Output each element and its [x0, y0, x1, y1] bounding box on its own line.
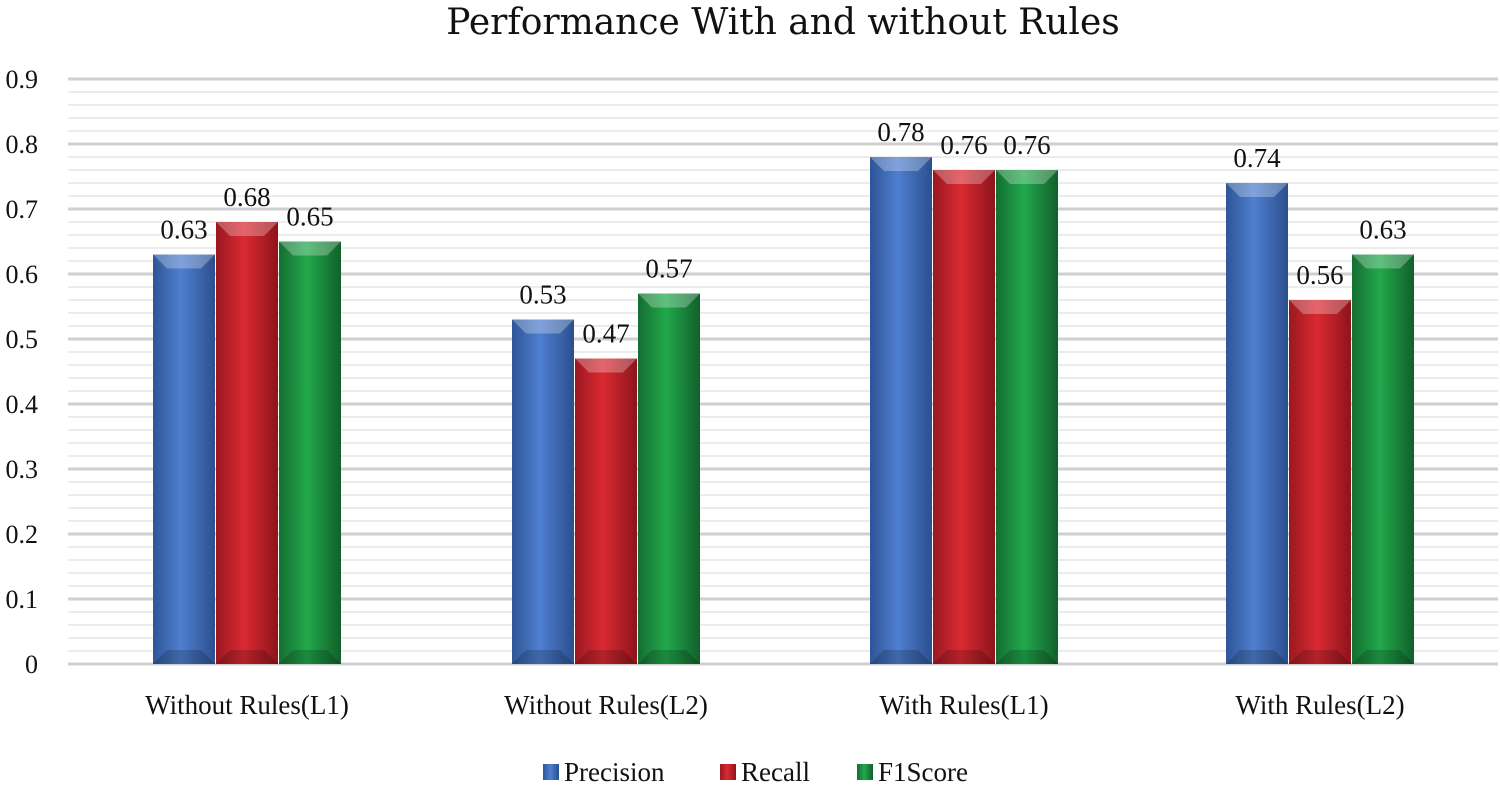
bar-bottom-bevel — [996, 650, 1058, 664]
data-label: 0.76 — [940, 130, 987, 160]
data-label: 0.53 — [519, 280, 566, 310]
data-label: 0.56 — [1296, 260, 1343, 290]
y-tick-label: 0.1 — [6, 585, 39, 614]
bar-top-bevel — [279, 241, 341, 256]
bar-top-bevel — [870, 157, 932, 171]
bar-precision — [870, 157, 932, 664]
data-label: 0.63 — [160, 215, 207, 245]
bar-top-bevel — [153, 254, 215, 269]
chart-title: Performance With and without Rules — [446, 2, 1119, 43]
legend-label: Recall — [741, 757, 810, 787]
bar-bottom-bevel — [1352, 650, 1414, 664]
legend: Precision Recall F1Score — [543, 757, 968, 787]
bar-bottom-bevel — [216, 650, 278, 664]
y-tick-label: 0 — [25, 650, 38, 679]
bar-bottom-bevel — [512, 650, 574, 664]
y-tick-label: 0.9 — [6, 65, 39, 94]
bar-precision — [153, 254, 215, 664]
x-category-label: Without Rules(L2) — [504, 690, 708, 720]
bar-top-bevel — [996, 170, 1058, 184]
bar-f1score — [1352, 254, 1414, 664]
bar-top-bevel — [216, 222, 278, 236]
bar-bottom-bevel — [1226, 650, 1288, 664]
data-label: 0.63 — [1359, 215, 1406, 245]
bar-precision — [512, 319, 574, 664]
y-tick-label: 0.4 — [6, 390, 39, 419]
bar-recall — [933, 170, 995, 664]
bar-f1score — [638, 293, 700, 664]
bar-bottom-bevel — [1289, 650, 1351, 664]
data-label: 0.65 — [286, 202, 333, 232]
bar-top-bevel — [638, 293, 700, 308]
x-category-label: Without Rules(L1) — [145, 690, 349, 720]
y-tick-label: 0.2 — [6, 520, 39, 549]
x-category-label: With Rules(L2) — [1235, 690, 1404, 720]
bar-top-bevel — [575, 358, 637, 373]
x-axis-categories: Without Rules(L1) Without Rules(L2) With R… — [145, 690, 1404, 720]
bar-top-bevel — [1226, 183, 1288, 197]
bar-f1score — [996, 170, 1058, 664]
data-labels: 0.63 0.68 0.65 0.53 0.47 0.57 0.78 0.76 0.76 0.74… — [160, 117, 1406, 349]
bar-recall — [575, 358, 637, 664]
data-label: 0.76 — [1003, 130, 1050, 160]
y-tick-label: 0.7 — [6, 195, 39, 224]
y-tick-label: 0.6 — [6, 260, 39, 289]
bar-top-bevel — [512, 319, 574, 334]
data-label: 0.78 — [877, 117, 924, 147]
bar-precision — [1226, 183, 1288, 664]
bar-top-bevel — [933, 170, 995, 184]
y-axis-ticks: 0 0.1 0.2 0.3 0.4 0.5 0.6 0.7 0.8 0.9 — [6, 65, 39, 679]
bar-recall — [216, 222, 278, 664]
data-label: 0.74 — [1233, 143, 1281, 173]
y-tick-label: 0.3 — [6, 455, 39, 484]
y-tick-label: 0.8 — [6, 130, 39, 159]
data-label: 0.47 — [582, 319, 629, 349]
legend-swatch-f1score — [857, 764, 873, 780]
bar-bottom-bevel — [933, 650, 995, 664]
bar-top-bevel — [1352, 254, 1414, 269]
legend-label: Precision — [564, 757, 665, 787]
bars — [153, 157, 1414, 664]
bar-bottom-bevel — [153, 650, 215, 664]
bar-f1score — [279, 241, 341, 664]
bar-top-bevel — [1289, 300, 1351, 314]
x-category-label: With Rules(L1) — [879, 690, 1048, 720]
bar-bottom-bevel — [279, 650, 341, 664]
legend-swatch-recall — [720, 764, 736, 780]
bar-bottom-bevel — [575, 650, 637, 664]
y-tick-label: 0.5 — [6, 325, 39, 354]
legend-label: F1Score — [878, 757, 968, 787]
bar-bottom-bevel — [638, 650, 700, 664]
data-label: 0.68 — [223, 182, 270, 212]
bar-recall — [1289, 300, 1351, 664]
data-label: 0.57 — [645, 254, 692, 284]
bar-bottom-bevel — [870, 650, 932, 664]
legend-swatch-precision — [543, 764, 559, 780]
